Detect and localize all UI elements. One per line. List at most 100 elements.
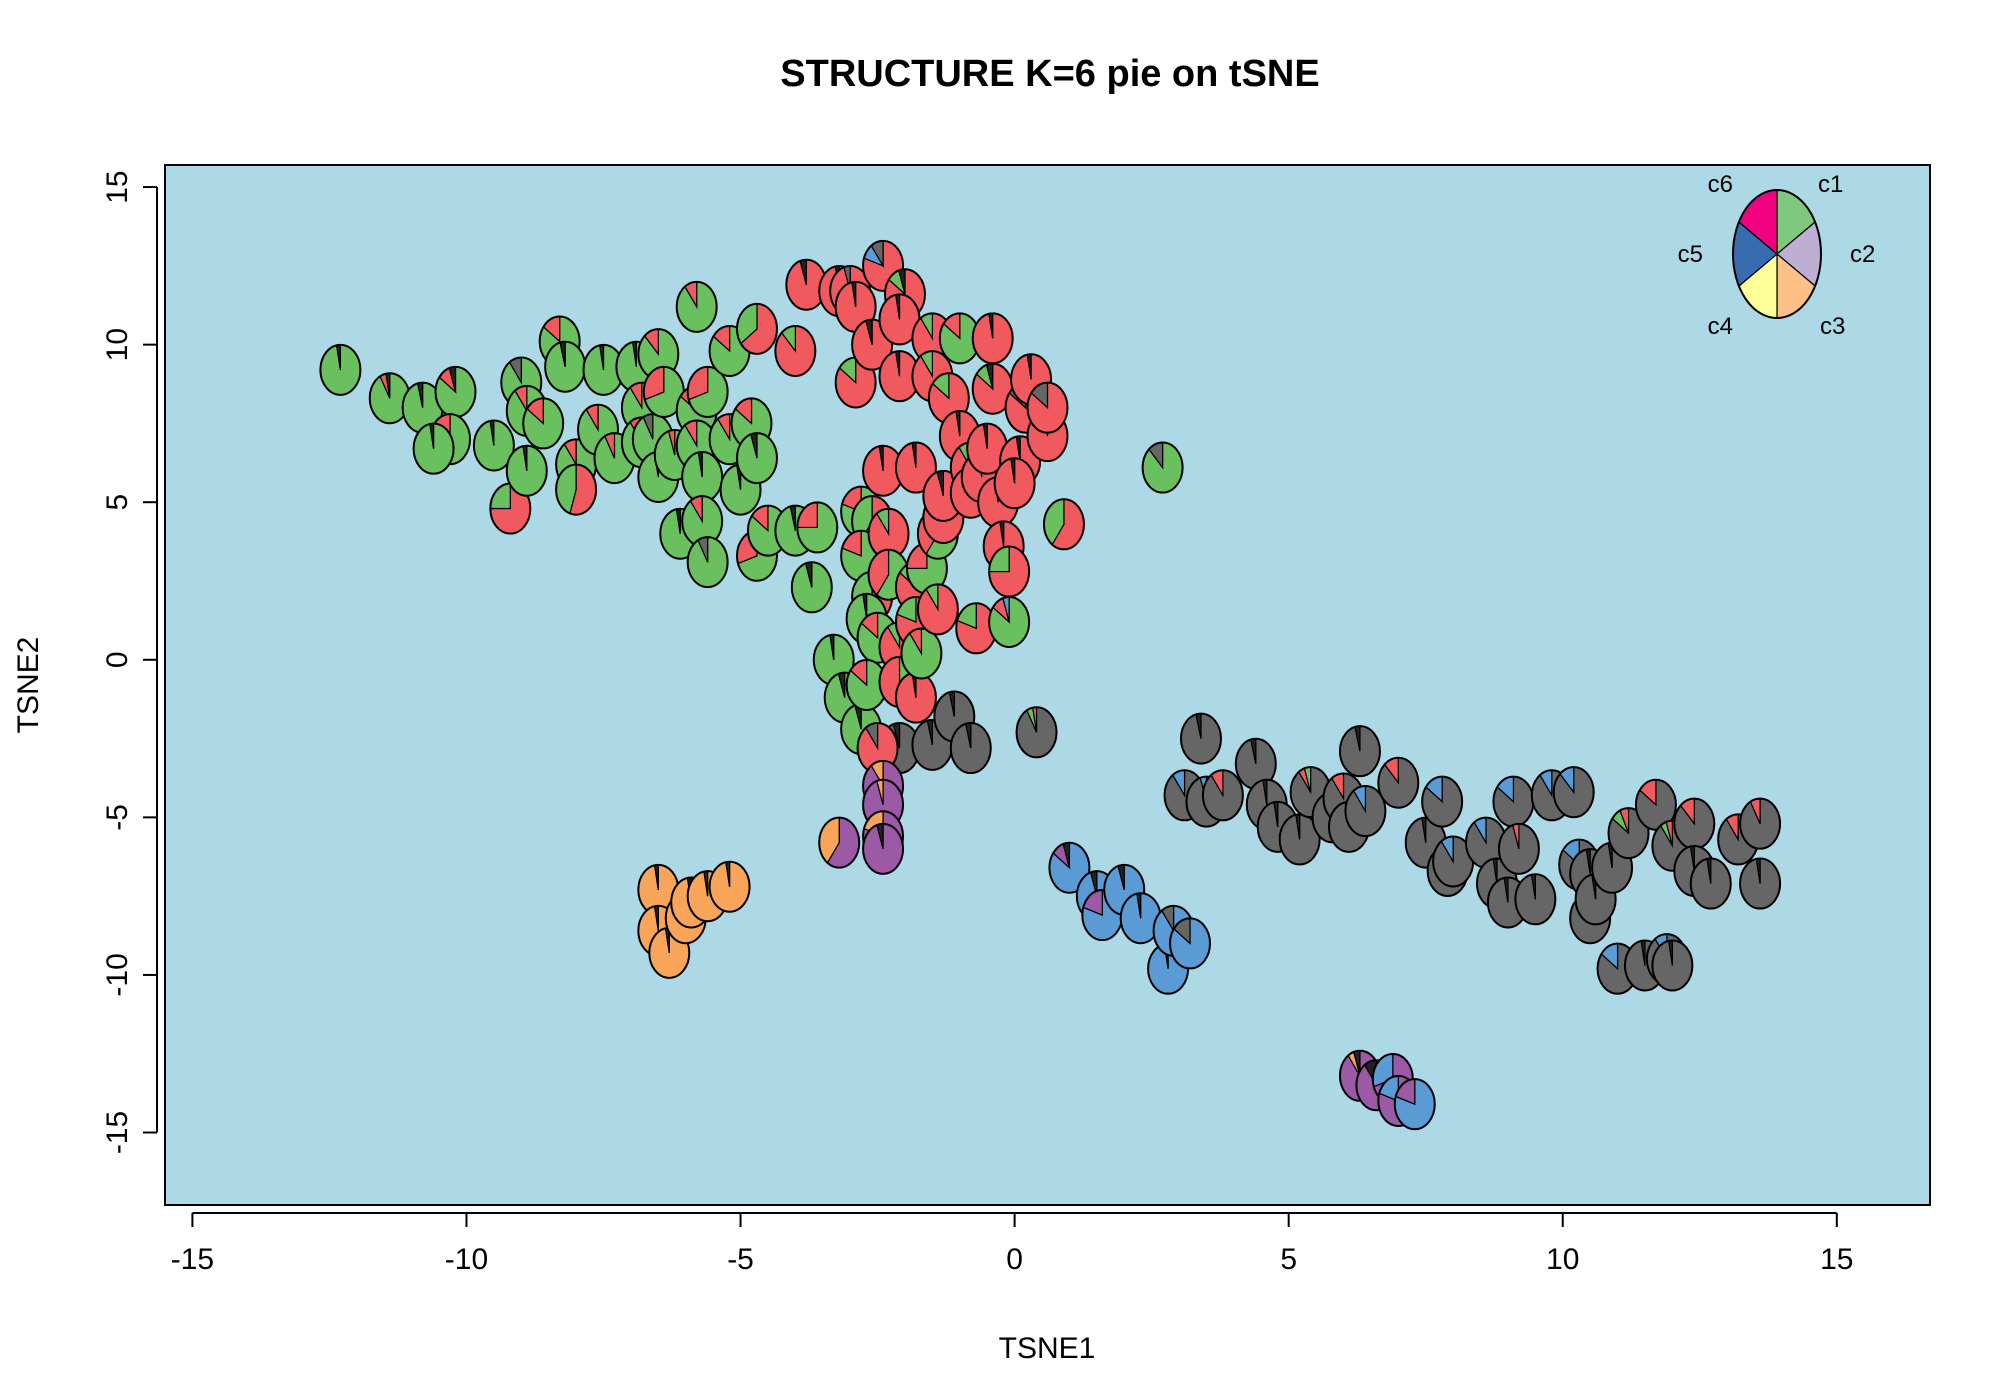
x-axis-label: TSNE1 (999, 1332, 1096, 1365)
pie-outline (522, 397, 565, 450)
pie-point (1739, 797, 1782, 850)
pie-outline (894, 441, 937, 494)
pie-outline (900, 627, 943, 680)
pie-point (681, 451, 724, 503)
y-tick-label: 15 (101, 170, 134, 203)
x-tick-label: 10 (1546, 1243, 1579, 1276)
pie-outline (1739, 857, 1782, 910)
x-axis: -15 -10 -5 0 5 10 15 (171, 1212, 1854, 1276)
y-tick-label: -5 (101, 804, 134, 831)
pie-point (878, 293, 921, 346)
x-tick-label: -10 (445, 1243, 488, 1276)
pie-point (1179, 712, 1222, 765)
pie-markers (319, 239, 1782, 1131)
pie-outline (1026, 381, 1069, 434)
legend: c1 c2 c3 c4 c5 c6 (1678, 171, 1876, 340)
y-tick-label: -10 (101, 953, 134, 996)
pie-outline (1278, 813, 1321, 866)
pie-point (1344, 785, 1387, 838)
y-axis: -15 -10 -5 0 5 10 15 (101, 170, 158, 1154)
pie-point (862, 822, 905, 875)
plot-area (164, 164, 1931, 1206)
pie-outline (1739, 797, 1782, 850)
pie-outline (1732, 189, 1822, 319)
pie-outline (686, 536, 729, 589)
pie-outline (988, 545, 1031, 598)
pie-point (790, 561, 833, 614)
pie-point (938, 312, 981, 365)
pie-outline (862, 239, 905, 292)
pie-point (1393, 1078, 1436, 1131)
legend-label-c1: c1 (1818, 171, 1843, 198)
pie-point (708, 860, 751, 913)
pie-point (955, 602, 998, 655)
pie-outline (735, 302, 778, 355)
pie-outline (1497, 822, 1540, 875)
pie-outline (1015, 706, 1058, 759)
pie-point (686, 536, 729, 589)
pie-outline (993, 457, 1036, 510)
legend-label-c4: c4 (1708, 313, 1733, 340)
y-tick-label: 5 (101, 494, 134, 511)
y-tick-label: -15 (101, 1111, 134, 1154)
pie-outline (1552, 766, 1595, 819)
pie-point (1497, 822, 1540, 875)
legend-pie (1732, 189, 1822, 319)
pie-point (675, 280, 718, 333)
pie-point (544, 340, 587, 393)
pie-point (1377, 756, 1420, 809)
pie-outline (1179, 712, 1222, 765)
x-tick-label: 0 (1006, 1243, 1023, 1276)
pie-point (1689, 857, 1732, 910)
pie-point (319, 343, 362, 396)
pie-outline (1514, 873, 1557, 926)
pie-outline (796, 501, 839, 554)
pie-point (505, 444, 548, 497)
pie-point (1201, 769, 1244, 822)
pie-point (894, 441, 937, 494)
legend-label-c3: c3 (1820, 313, 1845, 340)
pie-point (1514, 873, 1557, 926)
pie-point (988, 545, 1031, 598)
pie-outline (1042, 498, 1085, 551)
pie-outline (505, 444, 548, 497)
pie-outline (916, 583, 959, 636)
pie-point (1421, 775, 1464, 828)
pie-outline (319, 343, 362, 396)
pie-point (434, 365, 477, 418)
pie-point (1048, 841, 1091, 894)
pie-point (1651, 939, 1694, 992)
legend-label-c2: c2 (1850, 241, 1875, 268)
pie-outline (818, 816, 861, 869)
pie-outline (1607, 807, 1650, 860)
pie-outline (790, 561, 833, 614)
pie-point (1552, 766, 1595, 819)
pie-point (1026, 381, 1069, 434)
y-axis-label: TSNE2 (12, 637, 45, 734)
pie-outline (1338, 725, 1381, 778)
pie-outline (412, 422, 455, 475)
pie-point (1673, 797, 1716, 850)
pie-point (971, 312, 1014, 365)
pie-point (1119, 892, 1162, 945)
pie-outline (708, 860, 751, 913)
pie-point (1042, 498, 1085, 551)
pie-point (1338, 725, 1381, 778)
pie-point (971, 362, 1014, 415)
pie-outline (1689, 857, 1732, 910)
x-tick-label: -15 (171, 1243, 214, 1276)
y-tick-label: 0 (101, 651, 134, 668)
pie-outline (555, 463, 598, 516)
pie-point (796, 501, 839, 554)
pie-point (472, 419, 515, 472)
pie-point (1492, 775, 1535, 828)
x-tick-label: 15 (1820, 1243, 1853, 1276)
legend-label-c5: c5 (1678, 241, 1703, 268)
pie-point (1015, 706, 1058, 759)
pie-point (993, 457, 1036, 510)
pie-outline (1201, 769, 1244, 822)
pie-point (845, 659, 888, 711)
pie-point (949, 722, 992, 775)
x-tick-label: 5 (1280, 1243, 1297, 1276)
